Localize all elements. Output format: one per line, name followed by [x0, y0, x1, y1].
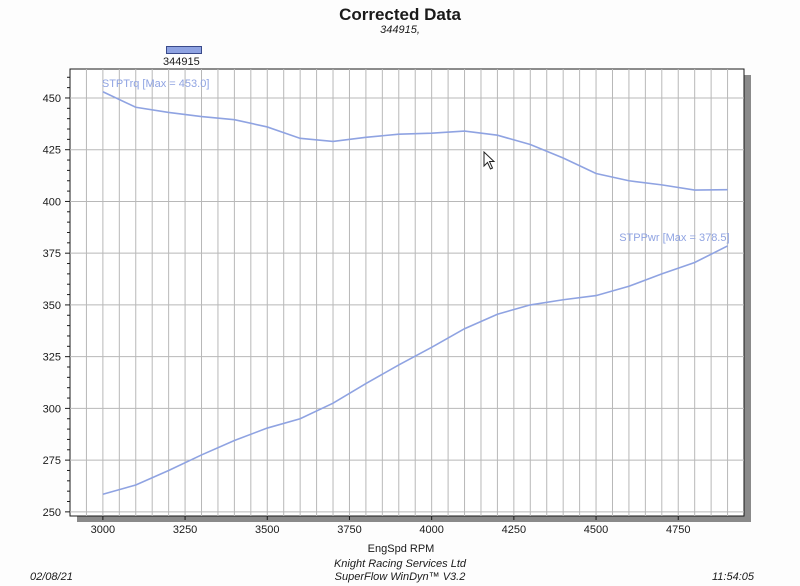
y-tick-label: 450 — [43, 93, 61, 105]
grid-lines — [70, 69, 744, 516]
chart-subtitle: 344915, — [380, 24, 420, 36]
chart-title: Corrected Data — [339, 5, 461, 24]
x-tick-label: 4500 — [584, 524, 608, 536]
axis-ticks — [65, 76, 679, 520]
y-tick-label: 375 — [43, 248, 61, 260]
y-tick-label: 400 — [43, 196, 61, 208]
y-tick-label: 425 — [43, 145, 61, 157]
y-tick-label: 250 — [43, 507, 61, 519]
annotation-stppwr-max: STPPwr [Max = 378.5] — [619, 232, 729, 244]
x-axis-label: EngSpd RPM — [368, 543, 435, 555]
footer-company: Knight Racing Services Ltd — [333, 558, 467, 570]
y-tick-label: 325 — [43, 352, 61, 364]
series-line-stptrq — [102, 91, 728, 191]
x-tick-label: 3250 — [173, 524, 197, 536]
x-tick-label: 3000 — [91, 524, 115, 536]
x-tick-label: 4250 — [502, 524, 526, 536]
plot-area — [69, 68, 745, 517]
x-tick-label: 3750 — [337, 524, 361, 536]
footer-software: SuperFlow WinDyn™ V3.2 — [334, 571, 466, 583]
legend-swatch — [166, 46, 202, 54]
series-annotations: STPTrq [Max = 453.0] STPPwr [Max = 378.5] — [102, 78, 730, 244]
mouse-pointer-icon — [483, 151, 496, 170]
y-tick-label: 300 — [43, 403, 61, 415]
x-tick-label: 4750 — [666, 524, 690, 536]
y-tick-label: 350 — [43, 300, 61, 312]
tick-labels: 250 275 300 325 350 375 400 425 450 3000 3250 3500 3… — [43, 93, 691, 536]
x-tick-label: 4000 — [419, 524, 443, 536]
x-tick-label: 3500 — [255, 524, 279, 536]
footer-date: 02/08/21 — [30, 571, 73, 583]
annotation-stptrq-max: STPTrq [Max = 453.0] — [102, 78, 210, 90]
y-tick-label: 275 — [43, 455, 61, 467]
footer-time: 11:54:05 — [712, 571, 755, 583]
series-lines — [102, 91, 728, 496]
legend-label: 344915 — [163, 56, 200, 68]
series-line-stppwr — [102, 245, 728, 496]
